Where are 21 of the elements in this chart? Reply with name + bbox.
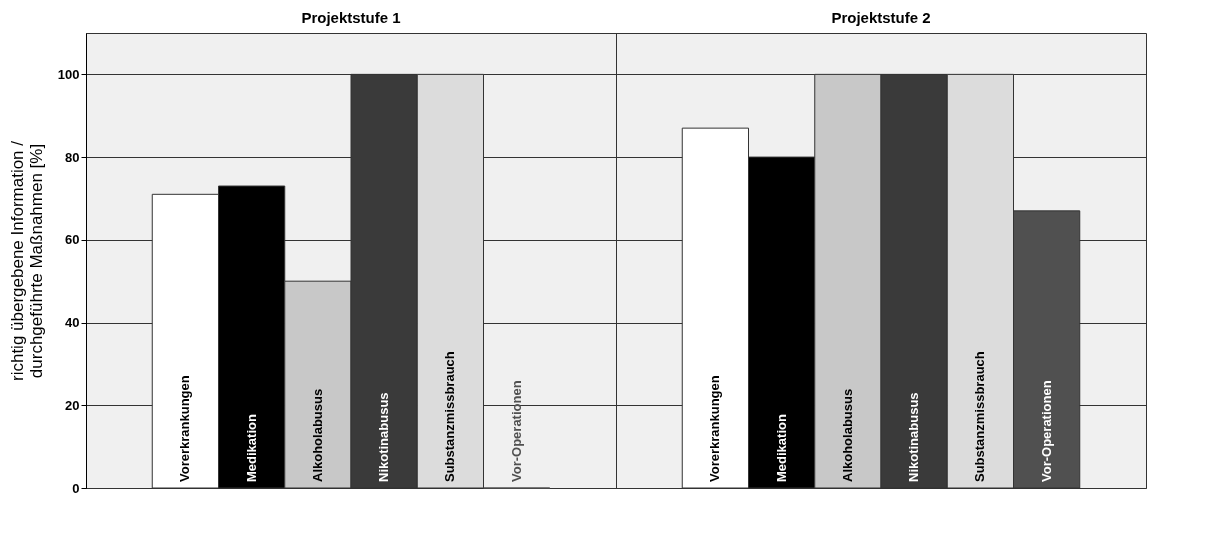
series-label: Alkoholabusus <box>309 388 325 482</box>
text: Vorerkrankungen <box>707 375 723 482</box>
y-tick-label: 0 <box>72 480 80 496</box>
y-tick-label: 20 <box>65 397 80 413</box>
series-label: Vorerkrankungen <box>177 375 193 482</box>
x-tick-label: Projektstufe 2 <box>831 8 931 26</box>
y-tick-label: 100 <box>57 66 80 82</box>
y-tick-label: 60 <box>65 232 80 248</box>
y-axis-title: richtig übergebene Information / durchgeführte Maßnahmen [%] <box>7 140 46 382</box>
series-label: Nikotinabusus <box>376 392 392 482</box>
series-label: Medikation <box>243 414 259 482</box>
text: Vor-Operationen <box>1038 380 1054 482</box>
y-tick-label: 80 <box>65 149 80 165</box>
series-label: Substanzmissbrauch <box>442 351 458 482</box>
y-tick-label: 40 <box>65 315 80 331</box>
text: Nikotinabusus <box>906 392 922 482</box>
text: Alkoholabusus <box>839 388 855 482</box>
text: Substanzmissbrauch <box>972 351 988 482</box>
x-tick-label: Projektstufe 1 <box>301 8 401 26</box>
text: Vor-Operationen <box>508 380 524 482</box>
text: Medikation <box>773 414 789 482</box>
